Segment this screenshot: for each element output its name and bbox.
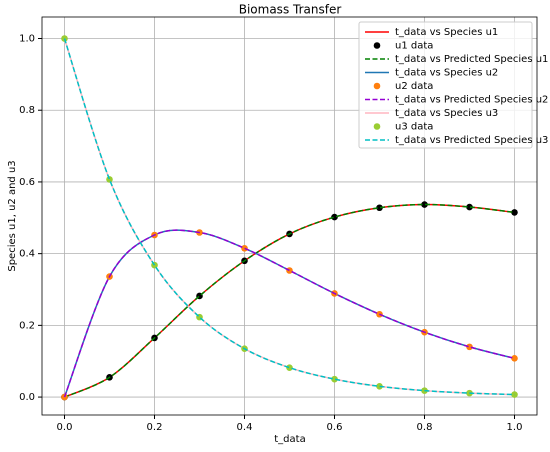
data-point [466,343,473,351]
legend-marker [373,82,381,90]
x-tick-label: 0.4 [237,422,253,433]
series-line [63,229,515,398]
data-point [511,391,518,398]
data-point [376,204,383,212]
series-line [63,229,515,398]
series-line [64,203,515,398]
legend-label: t_data vs Predicted Species u2 [395,95,548,106]
legend-label: u2 data [395,81,433,92]
legend-label: t_data vs Species u1 [395,27,498,38]
data-point [61,393,68,401]
legend-box [358,21,533,149]
data-point [511,355,518,362]
x-tick-label: 0.0 [57,422,73,433]
legend-label: u3 data [395,122,433,133]
data-point [106,176,113,183]
legend-marker [373,123,381,130]
y-tick-label: 0.8 [19,105,35,116]
y-axis-label: Species u1, u2 and u3 [7,160,18,271]
data-point [376,383,383,390]
data-point [331,375,338,383]
chart-title: Biomass Transfer [239,3,342,17]
legend-label: t_data vs Predicted Species u3 [395,135,548,146]
data-point [421,201,428,208]
y-tick-label: 1.0 [19,34,35,45]
x-tick-label: 1.0 [507,422,523,433]
data-point [286,267,293,274]
y-tick-label: 0.2 [19,320,35,331]
y-tick-label: 0.0 [19,392,35,403]
y-tick-label: 0.4 [19,249,35,260]
legend-label: u1 data [395,41,433,52]
legend: t_data vs Species u1 u1 data t_data vs Pre… [358,21,548,149]
x-axis-label: t_data [274,434,305,445]
x-tick-label: 0.8 [417,422,433,433]
plot-frame [41,16,538,416]
x-tick-label: 0.2 [147,422,163,433]
data-point [286,364,293,371]
legend-label: t_data vs Predicted Species u1 [395,54,548,65]
data-point [241,244,248,252]
series-line [63,38,515,396]
data-point [331,213,338,221]
legend-label: t_data vs Species u2 [395,68,498,79]
legend-label: t_data vs Species u3 [395,108,498,119]
data-point [466,203,473,211]
x-tick-label: 0.6 [327,422,343,433]
y-tick-label: 0.6 [19,177,35,188]
legend-marker [373,42,381,49]
data-point [511,209,518,216]
